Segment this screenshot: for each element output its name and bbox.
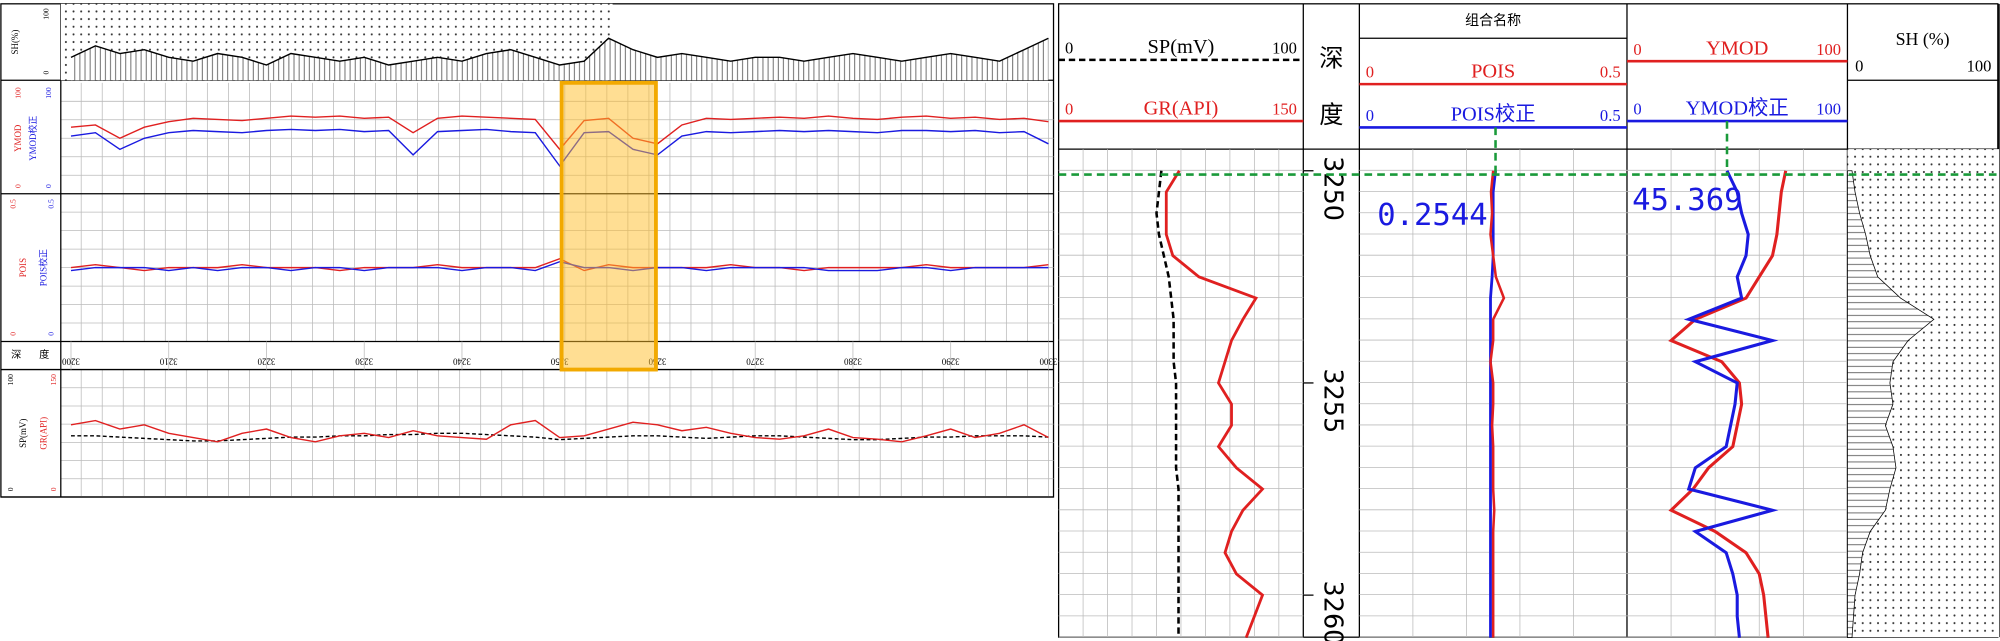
header-max: 100 [1272,38,1297,57]
selection-highlight [559,80,658,372]
track-label: YMOD校正 [27,116,38,161]
header-min: 0 [1633,40,1641,59]
header-name: YMOD [1706,37,1768,59]
cursor-readout: 0.2544 [1377,198,1487,233]
sh-fill [70,38,1049,81]
track-label: SP(mV) [18,419,28,448]
depth-tick-label: 3220 [257,357,275,367]
depth-tick-label: 3270 [746,357,764,367]
curve-sh [70,37,1049,66]
header-min: 0 [1366,63,1374,82]
track-label: 0.5 [47,199,56,209]
depth-tick-label: 3300 [1039,357,1057,367]
depth-tick-label: 3280 [843,357,861,367]
header-max: 0.5 [1600,106,1621,125]
track-label: 0 [8,332,17,336]
depth-tick-label: 3200 [62,357,80,367]
header-min: 0 [1366,106,1374,125]
header-name: YMOD校正 [1686,96,1789,119]
track-label: 0 [49,487,58,491]
curve-ymod-corr [1683,170,1779,638]
header-name: SP(mV) [1148,36,1215,58]
track-label: 100 [6,374,15,386]
cursor-readout: 45.369 [1632,183,1742,218]
track-label: 0 [47,332,56,336]
header-max: 100 [1816,40,1841,59]
depth-tick-label: 3240 [453,357,471,367]
overview-frame [0,3,1055,498]
sh-min: 0 [1855,56,1863,75]
track-label: YMOD [13,124,23,152]
header-name: POIS校正 [1451,103,1536,126]
detail-frame [1057,3,1999,638]
depth-tick-label: 3250 [550,357,568,367]
header-min: 0 [1065,100,1073,119]
sh-name: SH (%) [1896,29,1950,50]
depth-label: 深 [1319,46,1343,73]
header-max: 100 [1816,100,1841,119]
track-label: 100 [42,8,51,20]
track-label: POIS [18,258,28,277]
track-label: SH(%) [10,30,20,55]
track-label: GR(API) [38,417,48,450]
track-label: 100 [13,87,22,99]
depth-label: 深 [11,349,21,361]
header-name: POIS [1471,60,1515,82]
curve-ymod [1668,170,1788,638]
track-label: POIS校正 [37,249,48,286]
depth-label: 度 [39,348,49,361]
group-title: 组合名称 [1465,13,1521,29]
header-name: GR(API) [1144,97,1219,119]
sh-fill [1847,170,1935,638]
depth-tick-label: 3250 [1317,156,1347,221]
depth-tick-label: 3290 [941,357,959,367]
curve-gr [1164,170,1265,639]
curve-sp [70,432,1049,442]
header-min: 0 [1633,100,1641,119]
track-label: 0.5 [8,199,17,209]
header-max: 150 [1272,100,1297,119]
depth-label: 度 [1319,102,1343,129]
track-label: 0 [42,71,51,75]
header-min: 0 [1065,38,1073,57]
depth-tick-label: 3260 [1317,581,1347,641]
curve-pois [1489,170,1506,638]
depth-tick-label: 3210 [159,357,177,367]
track-label: 150 [49,374,58,386]
track-label: 0 [44,184,53,188]
curve-gr [70,419,1049,443]
curve-sp [1155,170,1180,638]
header-max: 0.5 [1600,63,1621,82]
track-label: 0 [13,184,22,188]
sh-max: 100 [1967,56,1992,75]
depth-tick-label: 3255 [1317,368,1347,433]
track-label: 0 [6,487,15,491]
track-label: 100 [44,87,53,99]
depth-tick-label: 3230 [355,357,373,367]
